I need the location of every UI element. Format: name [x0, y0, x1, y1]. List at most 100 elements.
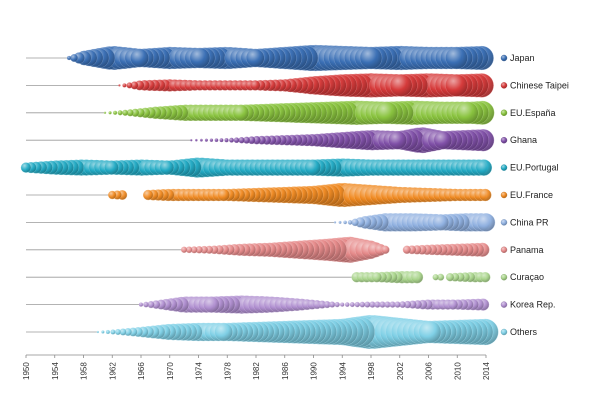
bubble-point: [122, 109, 129, 116]
bubble-point: [250, 80, 261, 91]
legend-item-others: Others: [500, 327, 538, 337]
x-tick-label: 1950: [22, 362, 31, 380]
legend-label: Korea Rep.: [510, 300, 556, 310]
bubble-point: [199, 138, 203, 142]
legend-label: EU.Portugal: [510, 163, 559, 173]
x-tick-label: 1958: [80, 362, 89, 380]
series-row-china-pr: [26, 213, 496, 232]
bubble-point: [130, 48, 149, 68]
series-row-others: [26, 315, 499, 349]
bubble-point: [209, 138, 214, 142]
x-tick-label: 1966: [137, 362, 146, 380]
bubble-point: [96, 330, 100, 334]
bubble-point: [432, 274, 439, 281]
bubble-point: [246, 48, 265, 68]
bubble-point: [143, 189, 154, 201]
x-tick-label: 2014: [482, 362, 491, 380]
bubble-point: [195, 138, 198, 142]
bubble-point: [334, 301, 340, 308]
series-rows: [20, 44, 499, 349]
bubble-point: [456, 101, 479, 124]
legend-marker: [500, 136, 508, 144]
legend-item-ghana: Ghana: [500, 135, 537, 145]
bubble-point: [101, 330, 105, 334]
bubble-point: [375, 101, 399, 125]
legend-label: Curaçao: [510, 272, 544, 282]
bubble-point: [20, 162, 32, 173]
series-row-ghana: [26, 127, 495, 154]
bubble-point: [475, 159, 493, 176]
bubble-point: [447, 299, 459, 310]
bubble-point: [304, 159, 321, 176]
bubble-point: [66, 55, 72, 61]
bubble-point: [204, 138, 209, 142]
legend-marker: [500, 301, 508, 308]
bubble-point: [388, 130, 407, 150]
bubble-point: [117, 110, 123, 116]
series-row-chinese-taipei: [26, 73, 494, 98]
x-tick-label: 1970: [166, 362, 175, 380]
bubble-point: [359, 46, 383, 70]
x-tick-label: 1998: [367, 362, 376, 380]
bubble-point: [126, 82, 133, 89]
series-row-japan: [26, 44, 494, 72]
bubble-point: [389, 74, 413, 97]
bubble-point: [394, 301, 401, 308]
x-tick-label: 2006: [425, 362, 434, 380]
bubble-point: [445, 46, 468, 70]
bubble-point: [114, 328, 122, 336]
bubble-point: [329, 301, 336, 308]
x-tick-label: 2002: [396, 362, 405, 380]
bubble-point: [110, 329, 116, 335]
bubble-point: [229, 137, 235, 143]
bubble-point: [103, 111, 107, 114]
bubble-point: [359, 301, 366, 308]
bubble-point: [349, 302, 355, 308]
bubble-point: [351, 218, 359, 227]
legend: Japan Chinese Taipei EU.España Ghana EU.Port…: [500, 53, 569, 337]
x-axis: 1950 1954 1958 1962 1966 1970 1974 1978 1982 1986…: [22, 354, 491, 380]
bubble-point: [219, 138, 224, 143]
series-row-korea-rep: [26, 295, 490, 314]
legend-marker: [500, 109, 508, 117]
bubble-point: [347, 220, 353, 225]
bubble-point: [479, 188, 492, 202]
x-tick-label: 1974: [195, 362, 204, 380]
legend-marker: [500, 246, 508, 254]
bubble-point: [180, 246, 188, 253]
x-tick-label: 1990: [310, 362, 319, 380]
bubble-point: [203, 296, 220, 313]
legend-label: Chinese Taipei: [510, 80, 569, 90]
bubble-point: [480, 272, 491, 283]
bubble-point: [138, 302, 144, 307]
bubble-point: [233, 137, 240, 144]
legend-item-chinese-taipei: Chinese Taipei: [500, 80, 569, 90]
legend-marker: [500, 54, 508, 62]
bubble-point: [410, 271, 424, 284]
bubble-point: [371, 272, 382, 283]
series-row-panama: [26, 236, 490, 263]
bubble-point: [338, 220, 342, 224]
bubble-point: [445, 273, 455, 282]
bubble-point: [118, 84, 121, 87]
bubble-point: [113, 110, 118, 115]
legend-item-eu-france: EU.France: [500, 190, 553, 200]
x-tick-label: 1962: [108, 362, 117, 380]
bubble-point: [70, 54, 79, 62]
bubble-point: [344, 302, 350, 307]
legend-marker: [500, 82, 508, 89]
bubble-point: [238, 137, 245, 144]
bubble-point: [122, 83, 127, 88]
x-tick-label: 2010: [453, 362, 462, 380]
legend-item-cura-ao: Curaçao: [500, 272, 544, 282]
legend-marker: [500, 274, 508, 281]
bubble-point: [354, 301, 361, 308]
x-tick-label: 1982: [252, 362, 261, 380]
x-tick-label: 1978: [223, 362, 232, 380]
bubble-point: [105, 329, 111, 335]
bubble-point: [333, 221, 337, 224]
bubble-point: [432, 214, 449, 231]
x-tick-label: 1986: [281, 362, 290, 380]
